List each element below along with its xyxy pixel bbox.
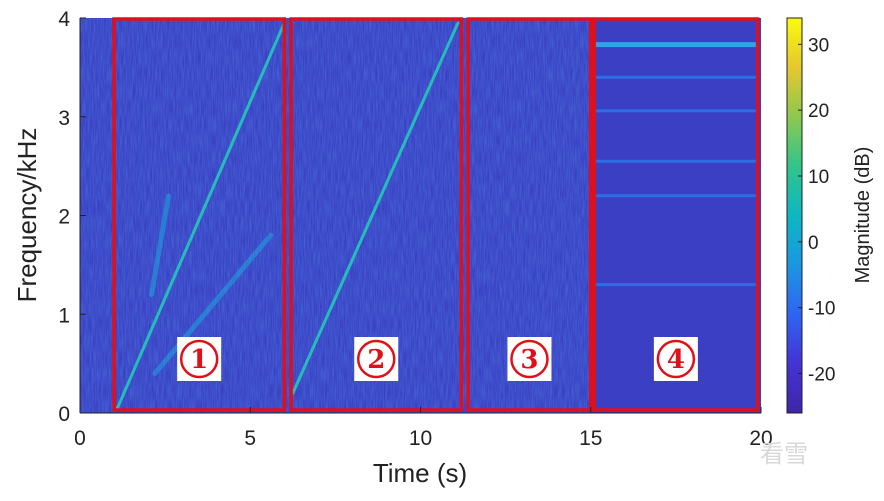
colorbar-tick-label: -10 bbox=[808, 299, 835, 320]
colorbar-gradient bbox=[786, 17, 803, 414]
x-ticks: 0 5 10 15 20 bbox=[74, 407, 773, 450]
chirp-sweeps bbox=[115, 21, 460, 410]
region-box bbox=[112, 17, 287, 412]
region-box bbox=[466, 17, 593, 412]
region-box bbox=[289, 17, 464, 412]
y-axis-label: Frequency/kHz bbox=[12, 128, 42, 303]
region-label: 3 bbox=[520, 345, 538, 375]
region-label-ring bbox=[510, 339, 549, 379]
colorbar-label: Magnitude (dB) bbox=[852, 147, 874, 284]
x-tick-label: 20 bbox=[749, 427, 772, 450]
region-label-ring bbox=[656, 339, 696, 379]
x-tick-label: 15 bbox=[579, 427, 602, 450]
region-box bbox=[592, 17, 760, 412]
x-tick-label: 0 bbox=[74, 427, 86, 450]
region-boxes: 1 2 3 4 bbox=[112, 17, 760, 412]
region-label-background bbox=[507, 337, 552, 381]
watermark-logo: 看雪 bbox=[760, 440, 808, 468]
colorbar-tick-label: -20 bbox=[808, 365, 835, 386]
sweep-line bbox=[152, 232, 274, 376]
colorbar: 30 20 10 0 -10 -20 Magnitude (dB) bbox=[786, 17, 874, 414]
sweep-line bbox=[149, 193, 172, 297]
region-label-background bbox=[354, 337, 399, 381]
y-tick-label: 4 bbox=[58, 8, 70, 31]
x-tick-label: 10 bbox=[409, 427, 432, 450]
region-label: 4 bbox=[667, 345, 685, 375]
x-tick-label: 5 bbox=[244, 427, 256, 450]
colorbar-tick-label: 0 bbox=[808, 233, 819, 254]
y-ticks: 0 1 2 3 4 bbox=[58, 8, 86, 426]
axes: 0 5 10 15 20 0 1 2 3 4 Time (s) Frequency/kHz bbox=[12, 8, 773, 488]
y-tick-label: 0 bbox=[58, 403, 70, 426]
colorbar-tick-label: 20 bbox=[808, 101, 829, 122]
y-tick-label: 2 bbox=[58, 206, 70, 229]
region-label-background bbox=[177, 337, 222, 381]
colorbar-ticks: 30 20 10 0 -10 -20 bbox=[798, 35, 835, 386]
sweep-line bbox=[115, 21, 286, 410]
region-label: 1 bbox=[190, 345, 208, 375]
sweep-line bbox=[291, 21, 460, 395]
x-axis-label: Time (s) bbox=[373, 458, 467, 488]
region-label-ring bbox=[179, 339, 219, 379]
y-tick-label: 3 bbox=[58, 107, 70, 130]
region-label-background bbox=[653, 337, 698, 381]
region-label: 2 bbox=[367, 345, 385, 375]
region-label-ring bbox=[356, 339, 396, 379]
colorbar-tick-label: 10 bbox=[808, 167, 829, 188]
y-tick-label: 1 bbox=[58, 304, 70, 327]
harmonic-lines bbox=[594, 42, 758, 287]
colorbar-tick-label: 30 bbox=[808, 35, 829, 56]
